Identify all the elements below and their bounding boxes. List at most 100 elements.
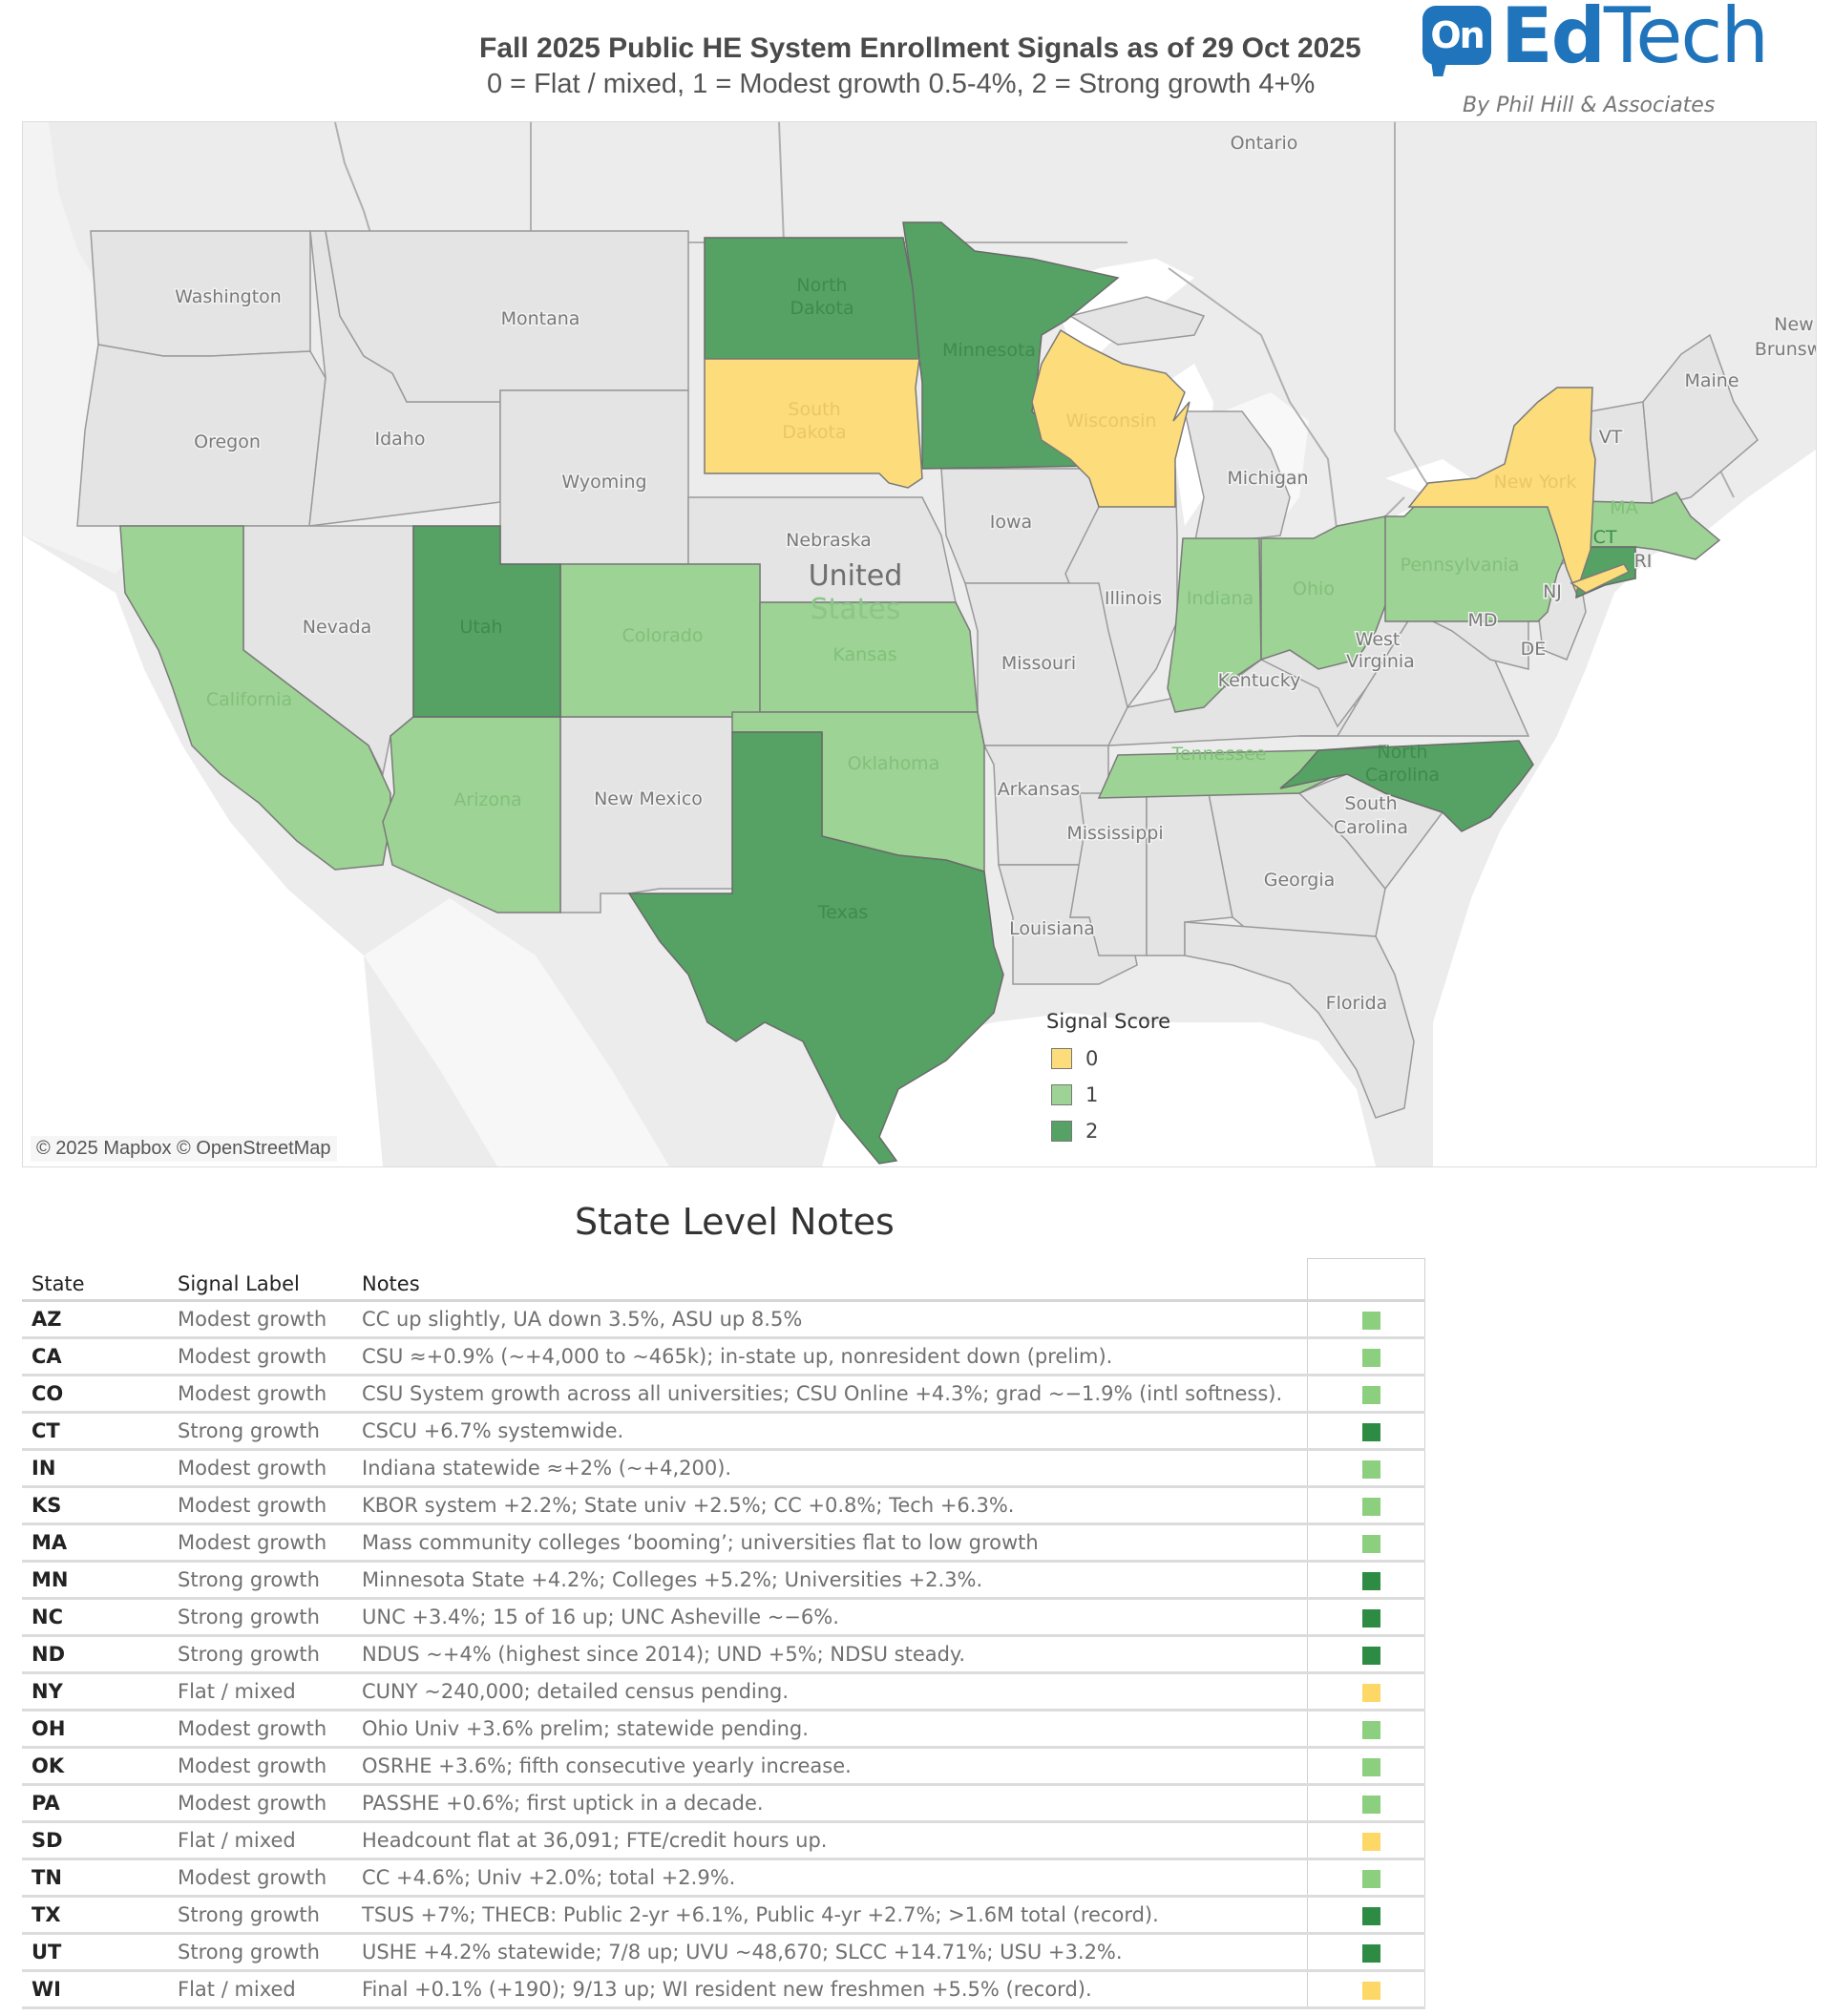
label-texas: Texas xyxy=(817,902,869,923)
cell-indicator xyxy=(1307,1896,1425,1935)
table-row[interactable]: WI Flat / mixed Final +0.1% (+190); 9/13 u… xyxy=(22,1970,1425,2009)
cell-signal-label: Strong growth xyxy=(168,1598,352,1637)
table-row[interactable]: OK Modest growth OSRHE +3.6%; fifth consec… xyxy=(22,1747,1425,1786)
column-header-notes[interactable]: Notes xyxy=(352,1258,1308,1302)
label-montana: Montana xyxy=(501,308,580,329)
state-indiana xyxy=(1167,537,1262,713)
states-no-data xyxy=(76,230,1759,1119)
cell-signal-label: Modest growth xyxy=(168,1858,352,1898)
column-header-state[interactable]: State xyxy=(22,1258,168,1302)
table-row[interactable]: CO Modest growth CSU System growth across … xyxy=(22,1375,1425,1414)
score-marker xyxy=(1361,1981,1380,2000)
cell-indicator xyxy=(1307,1561,1425,1600)
map-canvas[interactable]: Ontario Washington Montana Oregon Idaho … xyxy=(23,122,1816,1166)
label-ri: RI xyxy=(1634,551,1653,572)
map-attribution[interactable]: © 2025 Mapbox © OpenStreetMap xyxy=(31,1136,337,1162)
cell-notes: CC up slightly, UA down 3.5%, ASU up 8.5… xyxy=(352,1300,1308,1339)
cell-indicator xyxy=(1307,1821,1425,1860)
table-row[interactable]: SD Flat / mixed Headcount flat at 36,091; … xyxy=(22,1821,1425,1860)
cell-state: NC xyxy=(22,1598,168,1637)
table-row[interactable]: ND Strong growth NDUS ~+4% (highest since … xyxy=(22,1635,1425,1674)
speech-bubble-icon: On xyxy=(1422,6,1491,65)
table-row[interactable]: MN Strong growth Minnesota State +4.2%; Co… xyxy=(22,1561,1425,1600)
label-minnesota: Minnesota xyxy=(942,340,1036,361)
legend-item-2[interactable]: 2 xyxy=(1046,1113,1237,1149)
label-illinois: Illinois xyxy=(1105,588,1162,609)
cell-notes: TSUS +7%; THECB: Public 2-yr +6.1%, Publ… xyxy=(352,1896,1308,1935)
logo-byline: By Phil Hill & Associates xyxy=(1463,94,1716,117)
cell-indicator xyxy=(1307,1486,1425,1525)
table-row[interactable]: NY Flat / mixed CUNY ~240,000; detailed ce… xyxy=(22,1672,1425,1712)
state-maine xyxy=(1642,333,1759,508)
cell-state: MA xyxy=(22,1523,168,1563)
choropleth-map[interactable]: Ontario Washington Montana Oregon Idaho … xyxy=(22,121,1817,1167)
states-score-2[interactable] xyxy=(412,221,1636,1165)
score-marker xyxy=(1361,1720,1380,1739)
label-states: States xyxy=(810,593,900,626)
table-row[interactable]: TN Modest growth CC +4.6%; Univ +2.0%; tot… xyxy=(22,1858,1425,1898)
cell-notes: USHE +4.2% statewide; 7/8 up; UVU ~48,67… xyxy=(352,1933,1308,1972)
legend-item-1[interactable]: 1 xyxy=(1046,1077,1237,1113)
score-marker xyxy=(1361,1757,1380,1776)
state-michigan xyxy=(1184,410,1291,546)
score-marker xyxy=(1361,1832,1380,1851)
map-labels: Ontario Washington Montana Oregon Idaho … xyxy=(174,132,1816,1016)
table-row[interactable]: OH Modest growth Ohio Univ +3.6% prelim; s… xyxy=(22,1710,1425,1749)
label-ohio: Ohio xyxy=(1293,578,1335,599)
label-iowa: Iowa xyxy=(990,512,1032,533)
table-row[interactable]: TX Strong growth TSUS +7%; THECB: Public 2… xyxy=(22,1896,1425,1935)
table-row[interactable]: PA Modest growth PASSHE +0.6%; first uptic… xyxy=(22,1784,1425,1823)
state-ohio xyxy=(1260,515,1391,670)
cell-indicator xyxy=(1307,1970,1425,2009)
cell-notes: CUNY ~240,000; detailed census pending. xyxy=(352,1672,1308,1712)
cell-notes: Indiana statewide ≈+2% (~+4,200). xyxy=(352,1449,1308,1488)
cell-indicator xyxy=(1307,1375,1425,1414)
label-tennessee: Tennessee xyxy=(1170,744,1266,765)
label-missouri: Missouri xyxy=(1001,653,1076,674)
cell-indicator xyxy=(1307,1784,1425,1823)
label-united: United xyxy=(809,559,903,593)
cell-indicator xyxy=(1307,1672,1425,1712)
state-california xyxy=(119,525,391,871)
state-new-mexico xyxy=(559,716,737,914)
table-row[interactable]: CA Modest growth CSU ≈+0.9% (~+4,000 to ~4… xyxy=(22,1337,1425,1376)
table-row[interactable]: NC Strong growth UNC +3.4%; 15 of 16 up; U… xyxy=(22,1598,1425,1637)
states-score-1[interactable] xyxy=(119,492,1721,914)
table-row[interactable]: MA Modest growth Mass community colleges ‘… xyxy=(22,1523,1425,1563)
label-florida: Florida xyxy=(1326,993,1388,1014)
state-notes-table: State Signal Label Notes AZ Modest growth… xyxy=(22,1258,1425,2009)
label-new-brunswick-1: New xyxy=(1774,314,1813,335)
cell-state: MN xyxy=(22,1561,168,1600)
label-south-dakota-2: Dakota xyxy=(782,422,846,443)
table-row[interactable]: UT Strong growth USHE +4.2% statewide; 7/8… xyxy=(22,1933,1425,1972)
column-header-indicator xyxy=(1307,1258,1425,1302)
cell-signal-label: Flat / mixed xyxy=(168,1821,352,1860)
label-north-carolina-1: North xyxy=(1377,742,1427,763)
states-score-0[interactable] xyxy=(704,328,1631,596)
label-arizona: Arizona xyxy=(453,789,521,810)
table-row[interactable]: CT Strong growth CSCU +6.7% systemwide. xyxy=(22,1412,1425,1451)
table-row[interactable]: AZ Modest growth CC up slightly, UA down 3… xyxy=(22,1300,1425,1339)
cell-notes: UNC +3.4%; 15 of 16 up; UNC Asheville ~−… xyxy=(352,1598,1308,1637)
table-row[interactable]: IN Modest growth Indiana statewide ≈+2% (~… xyxy=(22,1449,1425,1488)
column-header-signal-label[interactable]: Signal Label xyxy=(168,1258,352,1302)
legend-value-2: 2 xyxy=(1085,1120,1099,1143)
logo-word-bold: Ed xyxy=(1501,0,1606,80)
cell-signal-label: Modest growth xyxy=(168,1523,352,1563)
cell-signal-label: Strong growth xyxy=(168,1896,352,1935)
label-north-dakota-1: North xyxy=(796,275,847,296)
label-mississippi: Mississippi xyxy=(1066,823,1163,844)
legend-item-0[interactable]: 0 xyxy=(1046,1040,1237,1077)
map-legend: Signal Score 0 1 2 xyxy=(1046,1010,1237,1149)
cell-notes: CC +4.6%; Univ +2.0%; total +2.9%. xyxy=(352,1858,1308,1898)
cell-indicator xyxy=(1307,1858,1425,1898)
score-marker xyxy=(1361,1906,1380,1925)
cell-signal-label: Modest growth xyxy=(168,1449,352,1488)
cell-signal-label: Modest growth xyxy=(168,1747,352,1786)
score-marker xyxy=(1361,1571,1380,1590)
state-florida xyxy=(1184,921,1415,1119)
cell-notes: Ohio Univ +3.6% prelim; statewide pendin… xyxy=(352,1710,1308,1749)
cell-state: ND xyxy=(22,1635,168,1674)
table-row[interactable]: KS Modest growth KBOR system +2.2%; State … xyxy=(22,1486,1425,1525)
cell-notes: CSU System growth across all universitie… xyxy=(352,1375,1308,1414)
